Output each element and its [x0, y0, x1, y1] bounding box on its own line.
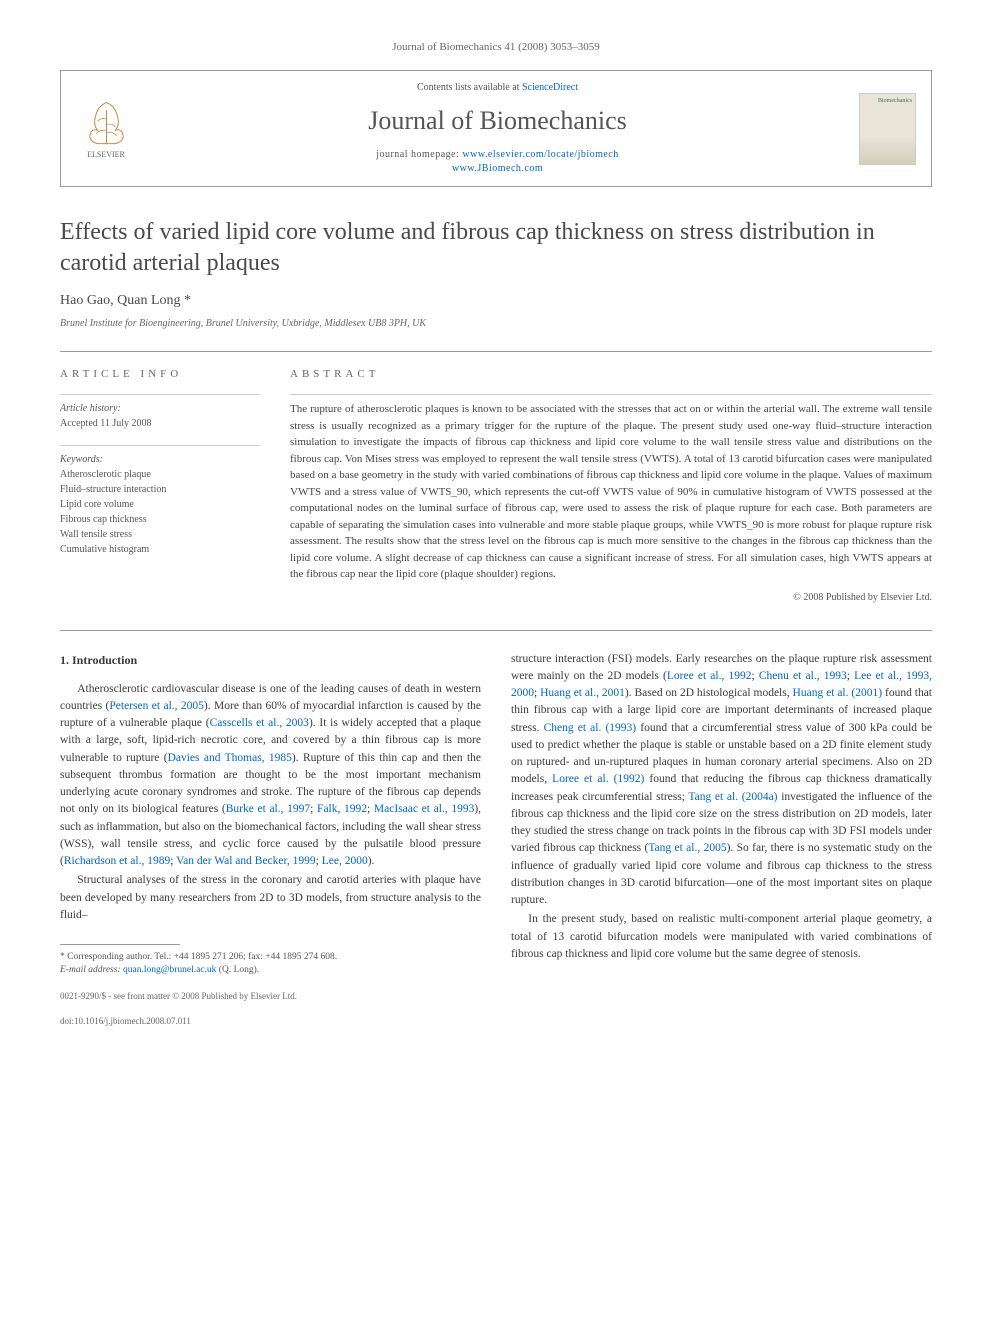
abstract-column: ABSTRACT The rupture of atherosclerotic … — [290, 367, 932, 605]
article-info-heading: ARTICLE INFO — [60, 367, 260, 382]
info-abstract-row: ARTICLE INFO Article history: Accepted 1… — [60, 351, 932, 605]
homepage-link-1[interactable]: www.elsevier.com/locate/jbiomech — [462, 149, 618, 160]
journal-cover-thumbnail: Biomechanics — [859, 93, 916, 165]
email-line: E-mail address: quan.long@brunel.ac.uk (… — [60, 964, 481, 977]
citation-link[interactable]: Lee, 2000 — [322, 855, 368, 867]
running-header: Journal of Biomechanics 41 (2008) 3053–3… — [60, 40, 932, 55]
abstract-text: The rupture of atherosclerotic plaques i… — [290, 394, 932, 583]
front-matter-line: 0021-9290/$ - see front matter © 2008 Pu… — [60, 990, 481, 1004]
corresponding-author-footnote: * Corresponding author. Tel.: +44 1895 2… — [60, 951, 481, 978]
intro-paragraph-2: Structural analyses of the stress in the… — [60, 872, 481, 924]
keyword-item: Atherosclerotic plaque — [60, 469, 151, 480]
keyword-item: Cumulative histogram — [60, 544, 149, 555]
article-info-column: ARTICLE INFO Article history: Accepted 1… — [60, 367, 260, 605]
elsevier-logo: ELSEVIER — [76, 94, 136, 164]
intro-paragraph-3: structure interaction (FSI) models. Earl… — [511, 651, 932, 910]
citation-link[interactable]: MacIsaac et al., 1993 — [374, 803, 474, 815]
citation-link[interactable]: Van der Wal and Becker, 1999 — [176, 855, 316, 867]
body-two-column: 1. Introduction Atherosclerotic cardiova… — [60, 630, 932, 1029]
footnote-separator — [60, 944, 180, 945]
keywords-label: Keywords: — [60, 454, 103, 465]
citation-link[interactable]: Richardson et al., 1989 — [64, 855, 170, 867]
citation-link[interactable]: Davies and Thomas, 1985 — [168, 752, 292, 764]
history-label: Article history: — [60, 403, 121, 414]
citation-link[interactable]: Tang et al., 2005 — [648, 842, 726, 854]
elsevier-tree-icon — [84, 97, 129, 147]
homepage-line: journal homepage: www.elsevier.com/locat… — [156, 148, 839, 176]
email-link[interactable]: quan.long@brunel.ac.uk — [123, 965, 216, 975]
citation-link[interactable]: Chenu et al., 1993 — [759, 670, 847, 682]
citation-link[interactable]: Huang et al., 2001 — [540, 687, 625, 699]
author-list: Hao Gao, Quan Long * — [60, 291, 932, 311]
journal-header-box: ELSEVIER Contents lists available at Sci… — [60, 70, 932, 186]
sciencedirect-link[interactable]: ScienceDirect — [522, 82, 578, 93]
citation-link[interactable]: Cheng et al. (1993) — [544, 722, 637, 734]
body-left-column: 1. Introduction Atherosclerotic cardiova… — [60, 651, 481, 1029]
citation-link[interactable]: Falk, 1992 — [317, 803, 367, 815]
keyword-item: Fibrous cap thickness — [60, 514, 147, 525]
citation-link[interactable]: Tang et al. (2004a) — [688, 791, 777, 803]
citation-link[interactable]: Casscells et al., 2003 — [210, 717, 309, 729]
article-history-block: Article history: Accepted 11 July 2008 — [60, 394, 260, 431]
keyword-item: Fluid–structure interaction — [60, 484, 166, 495]
intro-paragraph-1: Atherosclerotic cardiovascular disease i… — [60, 681, 481, 871]
doi-line: doi:10.1016/j.jbiomech.2008.07.011 — [60, 1015, 481, 1029]
keyword-item: Lipid core volume — [60, 499, 134, 510]
homepage-prefix: journal homepage: — [376, 149, 462, 160]
citation-link[interactable]: Loree et al., 1992 — [667, 670, 752, 682]
contents-available-line: Contents lists available at ScienceDirec… — [156, 81, 839, 95]
email-label: E-mail address: — [60, 965, 123, 975]
article-title: Effects of varied lipid core volume and … — [60, 217, 932, 279]
elsevier-label: ELSEVIER — [87, 149, 125, 160]
citation-link[interactable]: Huang et al. (2001) — [793, 687, 883, 699]
cover-journal-label: Biomechanics — [878, 97, 912, 105]
history-value: Accepted 11 July 2008 — [60, 418, 152, 429]
email-suffix: (Q. Long). — [216, 965, 259, 975]
copyright-line: © 2008 Published by Elsevier Ltd. — [290, 591, 932, 605]
journal-name: Journal of Biomechanics — [156, 103, 839, 139]
text-run: ). — [368, 855, 375, 867]
keyword-item: Wall tensile stress — [60, 529, 132, 540]
intro-heading: 1. Introduction — [60, 651, 481, 669]
abstract-heading: ABSTRACT — [290, 367, 932, 382]
intro-paragraph-4: In the present study, based on realistic… — [511, 911, 932, 963]
corr-author-line: * Corresponding author. Tel.: +44 1895 2… — [60, 951, 481, 964]
citation-link[interactable]: Petersen et al., 2005 — [109, 700, 204, 712]
text-run: ). Based on 2D histological models, — [625, 687, 793, 699]
keywords-block: Keywords: Atherosclerotic plaque Fluid–s… — [60, 445, 260, 557]
citation-link[interactable]: Loree et al. (1992) — [552, 773, 644, 785]
contents-prefix: Contents lists available at — [417, 82, 522, 93]
citation-link[interactable]: Burke et al., 1997 — [226, 803, 310, 815]
body-right-column: structure interaction (FSI) models. Earl… — [511, 651, 932, 1029]
homepage-link-2[interactable]: www.JBiomech.com — [452, 163, 543, 174]
journal-header-center: Contents lists available at ScienceDirec… — [156, 81, 839, 175]
affiliation: Brunel Institute for Bioengineering, Bru… — [60, 317, 932, 331]
